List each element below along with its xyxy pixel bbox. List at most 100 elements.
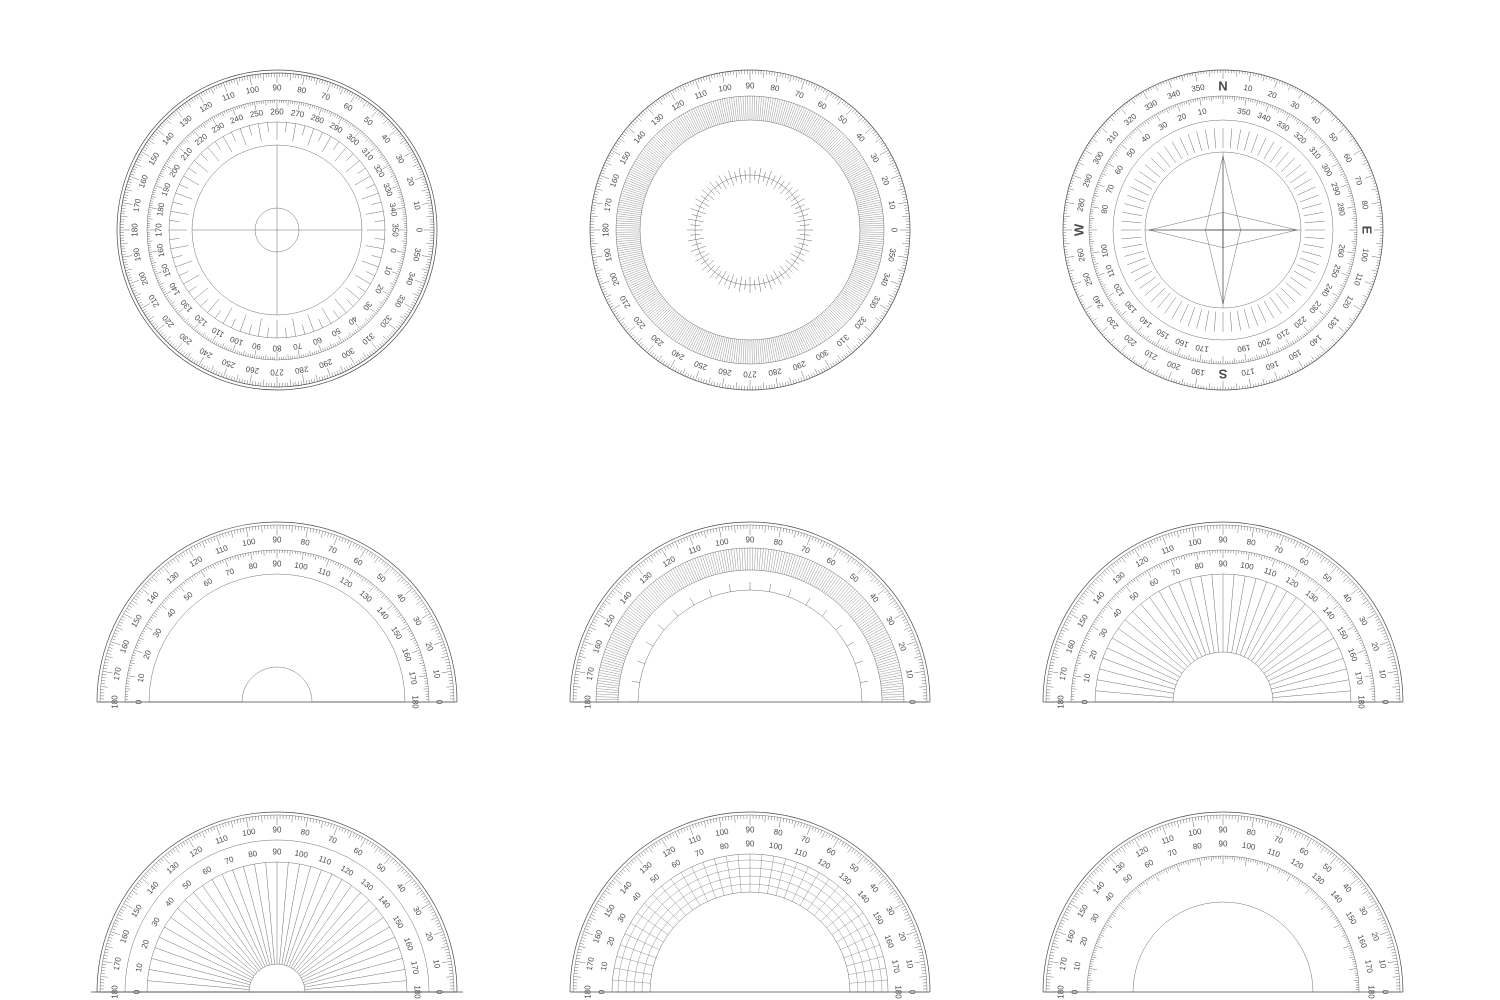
svg-text:180: 180 [410, 695, 419, 709]
svg-text:100: 100 [293, 561, 308, 572]
svg-text:50: 50 [1327, 131, 1340, 144]
svg-text:350: 350 [411, 247, 422, 262]
svg-text:100: 100 [228, 334, 244, 347]
svg-text:60: 60 [352, 556, 365, 569]
svg-text:170: 170 [585, 956, 596, 971]
svg-text:210: 210 [1143, 347, 1160, 362]
svg-text:90: 90 [1219, 560, 1228, 569]
svg-text:20: 20 [1079, 935, 1091, 947]
svg-text:120: 120 [1289, 857, 1306, 872]
svg-text:80: 80 [296, 85, 307, 96]
svg-text:30: 30 [884, 905, 897, 918]
svg-text:120: 120 [1134, 554, 1151, 569]
svg-text:40: 40 [868, 592, 881, 605]
svg-text:100: 100 [1099, 243, 1110, 258]
svg-text:80: 80 [1246, 537, 1257, 548]
cell-r2c2: 0102030405060708090100110120130140150160… [533, 450, 966, 710]
protractor-half-6: 0102030405060708090100110120130140150160… [1033, 800, 1413, 1000]
svg-text:90: 90 [272, 560, 281, 569]
svg-text:110: 110 [221, 90, 237, 103]
svg-text:20: 20 [1088, 649, 1100, 661]
svg-text:110: 110 [316, 566, 332, 579]
svg-text:160: 160 [1065, 638, 1078, 654]
svg-text:290: 290 [1081, 172, 1094, 188]
svg-text:20: 20 [1177, 111, 1189, 123]
svg-text:100: 100 [714, 827, 729, 838]
svg-text:140: 140 [1138, 314, 1154, 330]
svg-text:180: 180 [1357, 695, 1366, 709]
svg-text:90: 90 [1219, 536, 1228, 545]
protractor-full-crosshair: 0102030405060708090100110120130140150160… [107, 60, 447, 400]
svg-text:60: 60 [1113, 163, 1126, 176]
svg-text:230: 230 [1307, 299, 1323, 315]
svg-text:140: 140 [167, 280, 182, 297]
svg-text:40: 40 [165, 607, 178, 620]
svg-text:130: 130 [1326, 315, 1342, 331]
svg-text:20: 20 [880, 175, 892, 187]
svg-text:40: 40 [346, 314, 359, 327]
svg-text:140: 140 [1091, 589, 1107, 605]
svg-text:170: 170 [890, 959, 901, 974]
svg-text:50: 50 [1128, 590, 1141, 603]
svg-text:40: 40 [163, 895, 176, 908]
svg-text:300: 300 [339, 346, 356, 361]
svg-text:120: 120 [661, 844, 678, 859]
protractor-half-5: 0102030405060708090100110120130140150160… [560, 800, 940, 1000]
svg-text:130: 130 [837, 871, 853, 887]
svg-text:130: 130 [177, 113, 193, 129]
svg-text:280: 280 [1336, 202, 1347, 217]
svg-text:10: 10 [136, 672, 147, 683]
svg-text:170: 170 [1058, 666, 1069, 681]
svg-text:160: 160 [1264, 359, 1280, 372]
svg-text:80: 80 [272, 344, 281, 353]
svg-text:300: 300 [813, 347, 830, 362]
svg-text:70: 70 [223, 855, 235, 867]
svg-text:180: 180 [1367, 985, 1376, 999]
svg-text:240: 240 [197, 345, 214, 360]
svg-text:320: 320 [1123, 112, 1139, 128]
svg-text:160: 160 [155, 243, 166, 258]
cell-r1c2: 0102030405060708090100110120130140150160… [533, 40, 966, 420]
svg-text:100: 100 [718, 83, 733, 94]
svg-text:60: 60 [311, 335, 323, 347]
svg-text:170: 170 [1195, 342, 1210, 353]
svg-text:10: 10 [411, 200, 422, 211]
svg-text:190: 190 [1236, 343, 1251, 354]
svg-text:140: 140 [376, 894, 392, 910]
svg-text:30: 30 [884, 615, 897, 628]
cell-r3c2: 0102030405060708090100110120130140150160… [533, 740, 966, 1000]
svg-text:50: 50 [374, 572, 387, 585]
svg-text:100: 100 [1242, 841, 1257, 852]
svg-text:140: 140 [632, 129, 648, 145]
svg-text:10: 10 [382, 265, 394, 277]
svg-text:340: 340 [879, 271, 892, 287]
svg-text:30: 30 [360, 300, 373, 313]
svg-text:50: 50 [329, 326, 342, 339]
svg-text:280: 280 [309, 113, 325, 126]
svg-text:200: 200 [1256, 336, 1272, 349]
svg-text:150: 150 [1336, 625, 1351, 642]
svg-text:250: 250 [692, 359, 708, 372]
svg-text:110: 110 [793, 847, 809, 860]
svg-text:350: 350 [1191, 83, 1206, 94]
svg-text:150: 150 [1344, 910, 1359, 927]
cell-r2c1: 0102030405060708090100110120130140150160… [60, 450, 493, 710]
svg-text:20: 20 [896, 641, 908, 653]
svg-text:10: 10 [1082, 672, 1093, 683]
svg-text:130: 130 [1310, 871, 1326, 887]
svg-text:0: 0 [1081, 699, 1090, 704]
svg-text:100: 100 [1188, 827, 1203, 838]
svg-text:10: 10 [1378, 959, 1389, 970]
svg-text:90: 90 [1219, 840, 1228, 849]
svg-text:150: 150 [1287, 347, 1304, 362]
svg-text:80: 80 [1100, 203, 1111, 214]
svg-text:170: 170 [585, 666, 596, 681]
svg-text:290: 290 [328, 121, 345, 136]
svg-text:210: 210 [146, 292, 161, 309]
svg-text:20: 20 [1370, 641, 1382, 653]
svg-text:130: 130 [1111, 860, 1127, 876]
svg-text:30: 30 [394, 153, 407, 166]
svg-text:100: 100 [294, 849, 309, 860]
svg-text:20: 20 [423, 641, 435, 653]
svg-text:50: 50 [1125, 146, 1138, 159]
